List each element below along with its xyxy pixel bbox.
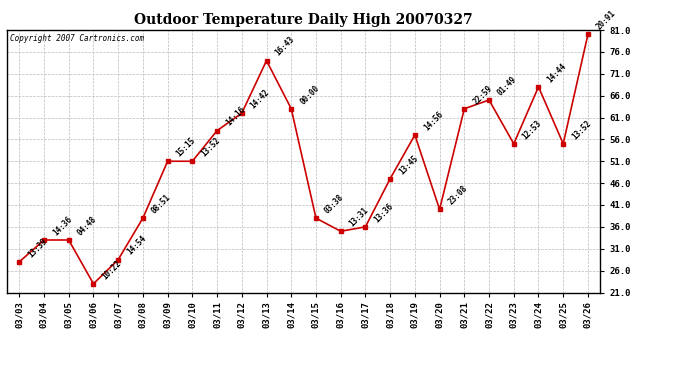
- Text: 14:16: 14:16: [224, 105, 247, 128]
- Text: 14:54: 14:54: [125, 234, 148, 257]
- Text: 13:52: 13:52: [570, 118, 593, 141]
- Text: 00:00: 00:00: [298, 83, 321, 106]
- Text: 14:44: 14:44: [545, 62, 568, 84]
- Text: 01:49: 01:49: [496, 75, 519, 97]
- Text: 16:43: 16:43: [273, 35, 296, 58]
- Text: 03:38: 03:38: [323, 193, 346, 215]
- Text: 14:56: 14:56: [422, 110, 444, 132]
- Text: 08:51: 08:51: [150, 193, 172, 215]
- Text: 14:42: 14:42: [248, 88, 271, 110]
- Text: 20:91: 20:91: [595, 9, 618, 32]
- Text: 13:45: 13:45: [397, 153, 420, 176]
- Text: 23:08: 23:08: [446, 184, 469, 207]
- Text: 13:31: 13:31: [348, 206, 371, 228]
- Title: Outdoor Temperature Daily High 20070327: Outdoor Temperature Daily High 20070327: [135, 13, 473, 27]
- Text: 13:36: 13:36: [373, 201, 395, 224]
- Text: 04:48: 04:48: [76, 214, 99, 237]
- Text: 13:52: 13:52: [199, 136, 222, 159]
- Text: 22:59: 22:59: [471, 83, 494, 106]
- Text: 12:53: 12:53: [521, 118, 544, 141]
- Text: Copyright 2007 Cartronics.com: Copyright 2007 Cartronics.com: [10, 34, 144, 43]
- Text: 10:22: 10:22: [100, 258, 123, 281]
- Text: 15:15: 15:15: [175, 136, 197, 159]
- Text: 13:39: 13:39: [26, 236, 49, 259]
- Text: 14:36: 14:36: [51, 214, 74, 237]
